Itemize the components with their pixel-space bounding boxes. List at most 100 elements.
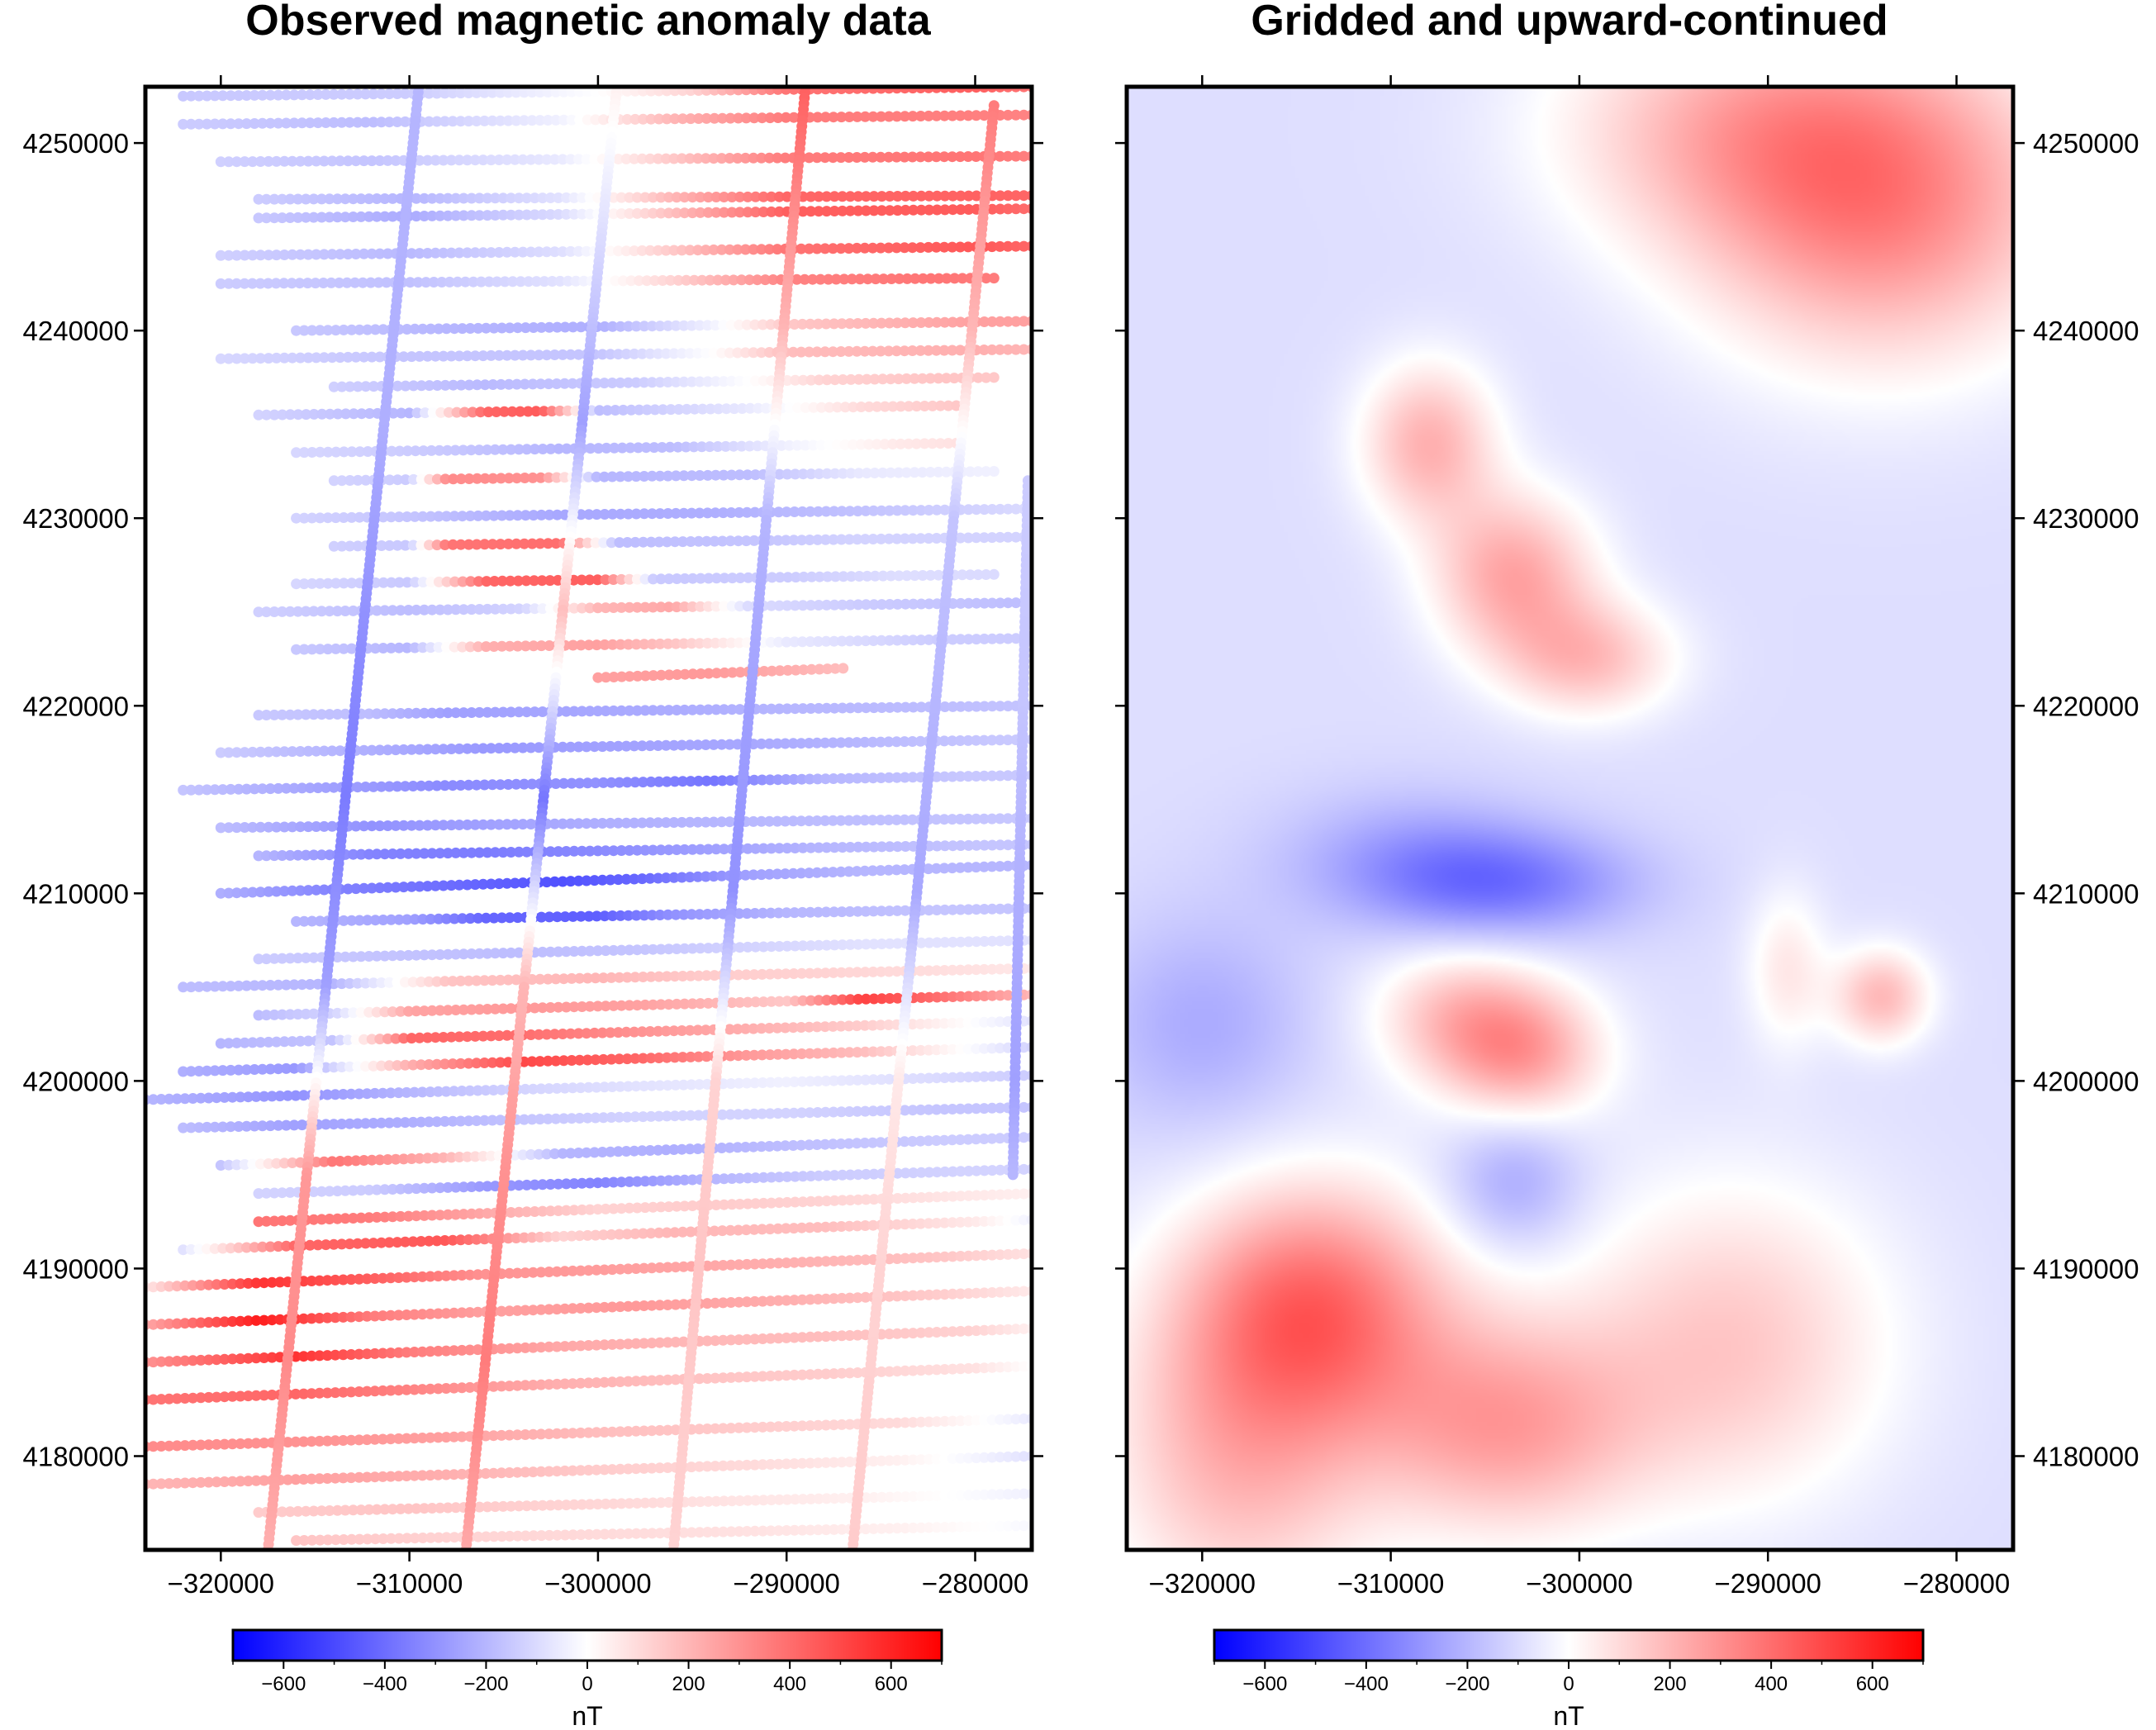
observation-point	[544, 846, 556, 858]
observation-point	[624, 671, 635, 682]
observation-point	[867, 772, 879, 784]
observation-point	[549, 154, 560, 165]
observation-point	[517, 154, 529, 165]
observation-point	[677, 536, 689, 548]
observation-point	[529, 575, 540, 587]
observation-point	[962, 634, 974, 645]
observation-point	[509, 877, 520, 889]
observation-point	[249, 783, 260, 795]
observation-point	[544, 603, 556, 614]
observation-point	[670, 470, 681, 482]
observation-point	[702, 469, 714, 481]
observation-point	[550, 87, 562, 97]
observation-point	[859, 772, 871, 784]
observation-point	[837, 205, 848, 216]
observation-point	[501, 742, 513, 753]
observation-point	[1010, 503, 1022, 515]
observation-point	[939, 316, 951, 328]
observation-point	[502, 115, 514, 126]
observation-point	[852, 635, 863, 647]
observation-point	[655, 207, 667, 219]
observation-point	[654, 508, 666, 520]
observation-point	[520, 640, 531, 652]
observation-point	[239, 353, 250, 364]
observation-point	[491, 406, 502, 417]
observation-point	[955, 771, 966, 782]
observation-point	[955, 110, 966, 121]
observation-point	[806, 571, 818, 582]
observation-point	[450, 210, 462, 221]
observation-point	[277, 709, 288, 720]
observation-point	[740, 152, 751, 164]
observation-point	[630, 321, 642, 332]
observation-point	[900, 317, 911, 329]
observation-point	[853, 468, 865, 479]
observation-point	[355, 211, 367, 222]
observation-point	[734, 469, 745, 481]
observation-point	[312, 89, 324, 100]
observation-point	[900, 841, 911, 852]
observation-point	[931, 110, 943, 121]
observation-point	[473, 192, 485, 204]
observation-point	[662, 536, 672, 548]
observation-point	[605, 740, 616, 752]
observation-point	[712, 274, 724, 286]
observation-point	[995, 190, 1006, 202]
observation-point	[419, 211, 430, 221]
observation-point	[368, 88, 379, 100]
observation-point	[409, 642, 420, 654]
observation-point	[370, 577, 382, 588]
observation-point	[430, 744, 441, 755]
observation-point	[677, 348, 687, 359]
observation-point	[633, 442, 644, 454]
observation-point	[318, 745, 330, 757]
observation-point	[860, 505, 871, 516]
observation-point	[931, 840, 943, 852]
observation-point	[387, 605, 398, 616]
observation-point	[718, 469, 729, 481]
observation-point	[1010, 240, 1022, 252]
observation-point	[724, 535, 736, 547]
observation-point	[231, 747, 243, 758]
observation-point	[662, 320, 674, 331]
observation-point	[995, 316, 1006, 327]
observation-point	[324, 211, 335, 223]
observation-point	[447, 88, 458, 99]
observation-point	[734, 601, 746, 612]
observation-point	[679, 704, 691, 715]
observation-point	[756, 347, 767, 359]
observation-point	[831, 439, 843, 450]
observation-point	[322, 577, 334, 589]
observation-point	[876, 205, 887, 216]
observation-point	[678, 320, 690, 331]
observation-point	[692, 348, 704, 359]
observation-point	[663, 844, 675, 856]
observation-point	[185, 90, 197, 102]
observation-point	[821, 468, 833, 479]
observation-point	[879, 401, 890, 412]
observation-point	[852, 506, 863, 517]
observation-point	[907, 634, 919, 646]
observation-point	[843, 345, 855, 357]
observation-point	[550, 114, 562, 126]
observation-point	[848, 402, 859, 413]
observation-point	[239, 747, 250, 758]
observation-point	[702, 844, 714, 855]
observation-point	[931, 151, 942, 163]
observation-point	[239, 886, 250, 898]
observation-point	[655, 601, 667, 613]
observation-point	[907, 814, 919, 825]
observation-point	[915, 634, 927, 646]
observation-point	[512, 640, 524, 652]
observation-point	[837, 374, 848, 385]
observation-point	[877, 467, 889, 478]
observation-point	[854, 273, 866, 285]
observation-point	[549, 246, 560, 258]
observation-point	[458, 847, 469, 858]
observation-point	[995, 701, 1006, 712]
observation-point	[1018, 240, 1029, 252]
observation-point	[507, 276, 519, 288]
observation-point	[608, 705, 620, 716]
observation-point	[521, 706, 533, 718]
observation-point	[766, 191, 777, 202]
